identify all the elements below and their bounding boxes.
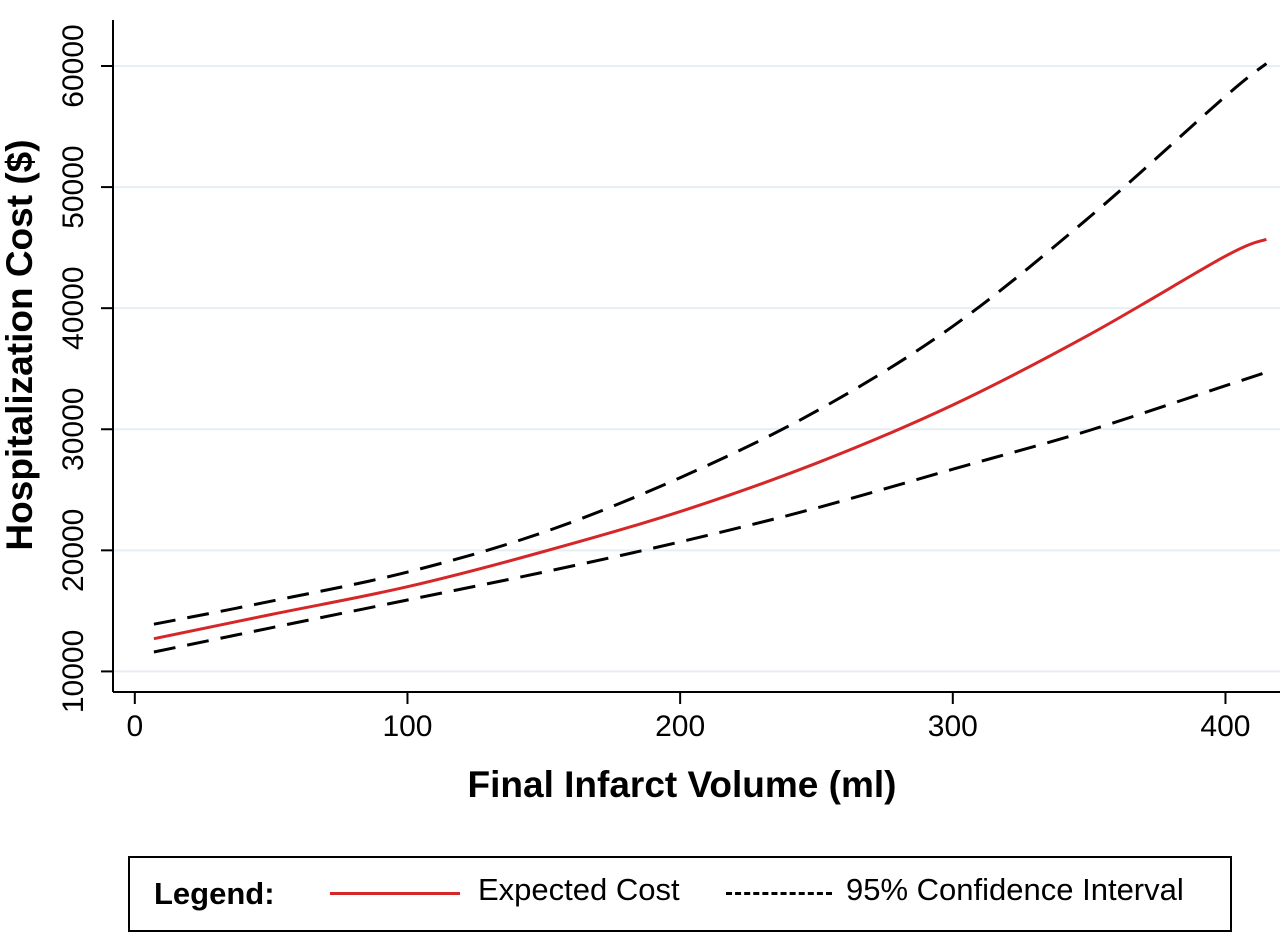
legend-title: Legend: — [154, 876, 275, 911]
y-ticks: 10000 20000 30000 40000 50000 60000 — [57, 24, 113, 713]
y-tick-label: 10000 — [57, 630, 90, 713]
x-tick-label: 400 — [1200, 710, 1250, 743]
legend-swatch-expected-cost — [330, 892, 460, 895]
y-axis-title: Hospitalization Cost ($) — [0, 139, 40, 550]
x-tick-label: 0 — [126, 710, 143, 743]
legend-label-confidence-interval: 95% Confidence Interval — [846, 872, 1184, 907]
gridlines — [113, 65, 1280, 673]
series-line-ci-lower — [153, 370, 1267, 654]
y-tick-label: 40000 — [57, 266, 90, 349]
axes — [112, 20, 1280, 693]
series-lines — [153, 62, 1268, 654]
y-tick-label: 60000 — [57, 24, 90, 107]
y-tick-label: 20000 — [57, 509, 90, 592]
x-axis-title: Final Infarct Volume (ml) — [468, 764, 897, 805]
legend-swatch-confidence-interval — [726, 892, 832, 895]
x-tick-label: 100 — [382, 710, 432, 743]
x-tick-label: 200 — [655, 710, 705, 743]
legend: Legend: Expected Cost 95% Confidence Int… — [128, 856, 1232, 932]
y-tick-label: 50000 — [57, 145, 90, 228]
legend-label-expected-cost: Expected Cost — [478, 872, 680, 907]
series-line-ci-upper — [153, 62, 1268, 626]
x-tick-label: 300 — [928, 710, 978, 743]
series-line-expected-cost — [153, 237, 1267, 641]
chart-canvas: 10000 20000 30000 40000 50000 60000 0 100 200 30… — [0, 20, 1280, 805]
y-tick-label: 30000 — [57, 388, 90, 471]
x-ticks: 0 100 200 300 400 — [126, 692, 1250, 743]
